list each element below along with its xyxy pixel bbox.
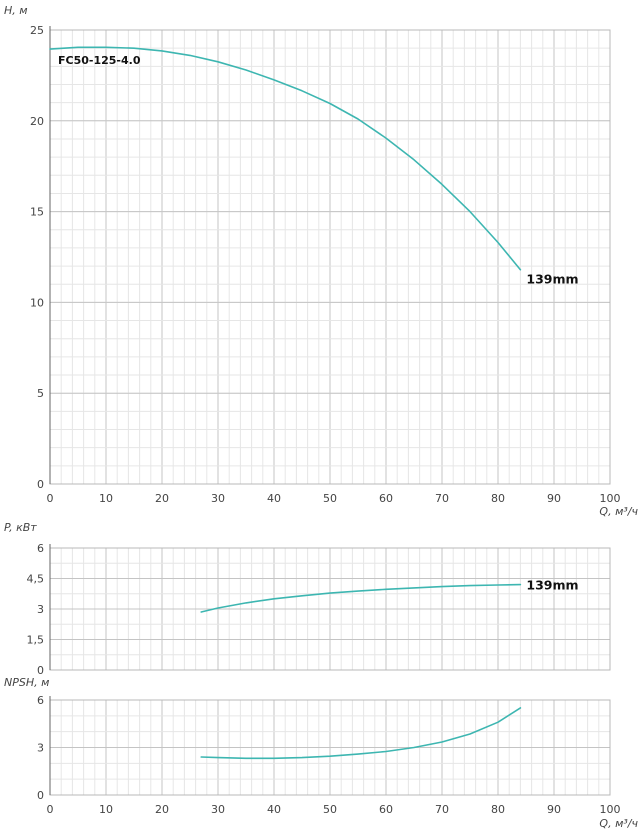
head-xtick-label: 80: [491, 492, 505, 505]
grid: [49, 29, 611, 796]
axes: [49, 26, 611, 796]
npsh-xtick-label: 40: [267, 803, 281, 816]
head-ytick-label: 5: [37, 387, 44, 400]
npsh-ytick-label: 3: [37, 742, 44, 755]
npsh-ytick-label: 6: [37, 694, 44, 707]
power-series-line: [200, 583, 522, 613]
npsh-series-line: [200, 707, 522, 760]
head-xlabel: Q, м³/ч: [599, 505, 638, 518]
head-series-line: [49, 46, 522, 271]
head-xtick-label: 70: [435, 492, 449, 505]
head-xtick-label: 60: [379, 492, 393, 505]
head-ytick-label: 25: [30, 24, 44, 37]
npsh-xtick-label: 50: [323, 803, 337, 816]
head-ytick-label: 20: [30, 115, 44, 128]
head-xtick-label: 10: [99, 492, 113, 505]
head-ylabel: H, м: [4, 4, 28, 17]
head-xtick-label: 30: [211, 492, 225, 505]
npsh-xtick-label: 20: [155, 803, 169, 816]
npsh-xtick-label: 0: [47, 803, 54, 816]
head-ytick-label: 15: [30, 206, 44, 219]
npsh-xlabel: Q, м³/ч: [599, 817, 638, 830]
head-xtick-label: 90: [547, 492, 561, 505]
npsh-xtick-label: 60: [379, 803, 393, 816]
npsh-ytick-label: 0: [37, 789, 44, 802]
npsh-xtick-label: 100: [600, 803, 621, 816]
npsh-xtick-label: 90: [547, 803, 561, 816]
head-series-label: 139mm: [526, 272, 578, 287]
npsh-xtick-label: 10: [99, 803, 113, 816]
head-xtick-label: 100: [600, 492, 621, 505]
head-xtick-label: 0: [47, 492, 54, 505]
head-xtick-label: 50: [323, 492, 337, 505]
power-ytick-label: 6: [37, 542, 44, 555]
npsh-xtick-label: 70: [435, 803, 449, 816]
power-series-label: 139mm: [526, 578, 578, 593]
power-ytick-label: 4,5: [27, 573, 45, 586]
curves: [49, 46, 522, 760]
power-ytick-label: 3: [37, 603, 44, 616]
head-ytick-label: 0: [37, 478, 44, 491]
head-xtick-label: 20: [155, 492, 169, 505]
npsh-xtick-label: 30: [211, 803, 225, 816]
power-ytick-label: 1,5: [27, 634, 45, 647]
head-model-annotation: FC50-125-4.0: [58, 54, 141, 67]
head-xtick-label: 40: [267, 492, 281, 505]
power-ylabel: P, кВт: [4, 521, 37, 534]
npsh-ylabel: NPSH, м: [4, 676, 49, 689]
npsh-xtick-label: 80: [491, 803, 505, 816]
head-ytick-label: 10: [30, 296, 44, 309]
power-ytick-label: 0: [37, 664, 44, 677]
